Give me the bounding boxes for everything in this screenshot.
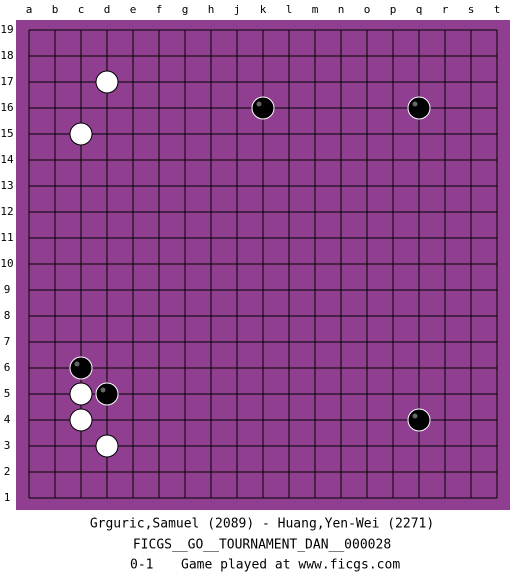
black-stone xyxy=(407,96,431,120)
white-stone xyxy=(95,70,119,94)
row-label: 15 xyxy=(0,127,13,140)
row-label: 5 xyxy=(4,387,11,400)
column-label: e xyxy=(130,3,137,16)
row-label: 16 xyxy=(0,101,13,114)
row-label: 9 xyxy=(4,283,11,296)
column-label: j xyxy=(234,3,241,16)
column-label: o xyxy=(364,3,371,16)
white-stone xyxy=(69,382,93,406)
row-label: 1 xyxy=(4,491,11,504)
stone-highlight xyxy=(100,439,106,445)
column-label: f xyxy=(156,3,163,16)
row-label: 18 xyxy=(0,49,13,62)
black-stone xyxy=(69,356,93,380)
stone-highlight xyxy=(100,75,106,81)
players: Grguric,Samuel (2089) - Huang,Yen-Wei (2… xyxy=(90,517,434,532)
column-label: q xyxy=(416,3,423,16)
column-label: g xyxy=(182,3,189,16)
column-label: s xyxy=(468,3,475,16)
stone-highlight xyxy=(74,361,80,367)
row-label: 11 xyxy=(0,231,13,244)
stone-highlight xyxy=(74,387,80,393)
stone-highlight xyxy=(74,127,80,133)
row-label: 7 xyxy=(4,335,11,348)
row-label: 13 xyxy=(0,179,13,192)
black-stone xyxy=(95,382,119,406)
column-label: r xyxy=(442,3,449,16)
row-label: 2 xyxy=(4,465,11,478)
stone-highlight xyxy=(412,413,418,419)
coordinates: a b c d e f g h j k l m n o p q r s t191817161514131211109… xyxy=(0,3,500,504)
row-label: 19 xyxy=(0,23,13,36)
column-label: l xyxy=(286,3,293,16)
column-label: d xyxy=(104,3,111,16)
white-stone xyxy=(69,408,93,432)
stones xyxy=(69,70,431,458)
row-label: 8 xyxy=(4,309,11,322)
column-label: a xyxy=(26,3,33,16)
column-label: n xyxy=(338,3,345,16)
row-label: 14 xyxy=(0,153,14,166)
row-label: 3 xyxy=(4,439,11,452)
column-label: h xyxy=(208,3,215,16)
stone-highlight xyxy=(100,387,106,393)
column-label: m xyxy=(312,3,319,16)
stone-highlight xyxy=(256,101,262,107)
row-label: 12 xyxy=(0,205,13,218)
white-stone xyxy=(69,122,93,146)
column-label: k xyxy=(260,3,267,16)
white-stone xyxy=(95,434,119,458)
row-label: 10 xyxy=(0,257,13,270)
row-label: 4 xyxy=(4,413,11,426)
column-label: c xyxy=(78,3,85,16)
tournament: FICGS__GO__TOURNAMENT_DAN__000028 xyxy=(133,538,391,553)
column-label: b xyxy=(52,3,59,16)
black-stone xyxy=(407,408,431,432)
column-label: p xyxy=(390,3,397,16)
stone-highlight xyxy=(74,413,80,419)
column-label: t xyxy=(494,3,501,16)
stone-highlight xyxy=(412,101,418,107)
row-label: 6 xyxy=(4,361,11,374)
site: Game played at www.ficgs.com xyxy=(181,558,400,573)
result: 0-1 xyxy=(130,558,153,573)
row-label: 17 xyxy=(0,75,13,88)
black-stone xyxy=(251,96,275,120)
